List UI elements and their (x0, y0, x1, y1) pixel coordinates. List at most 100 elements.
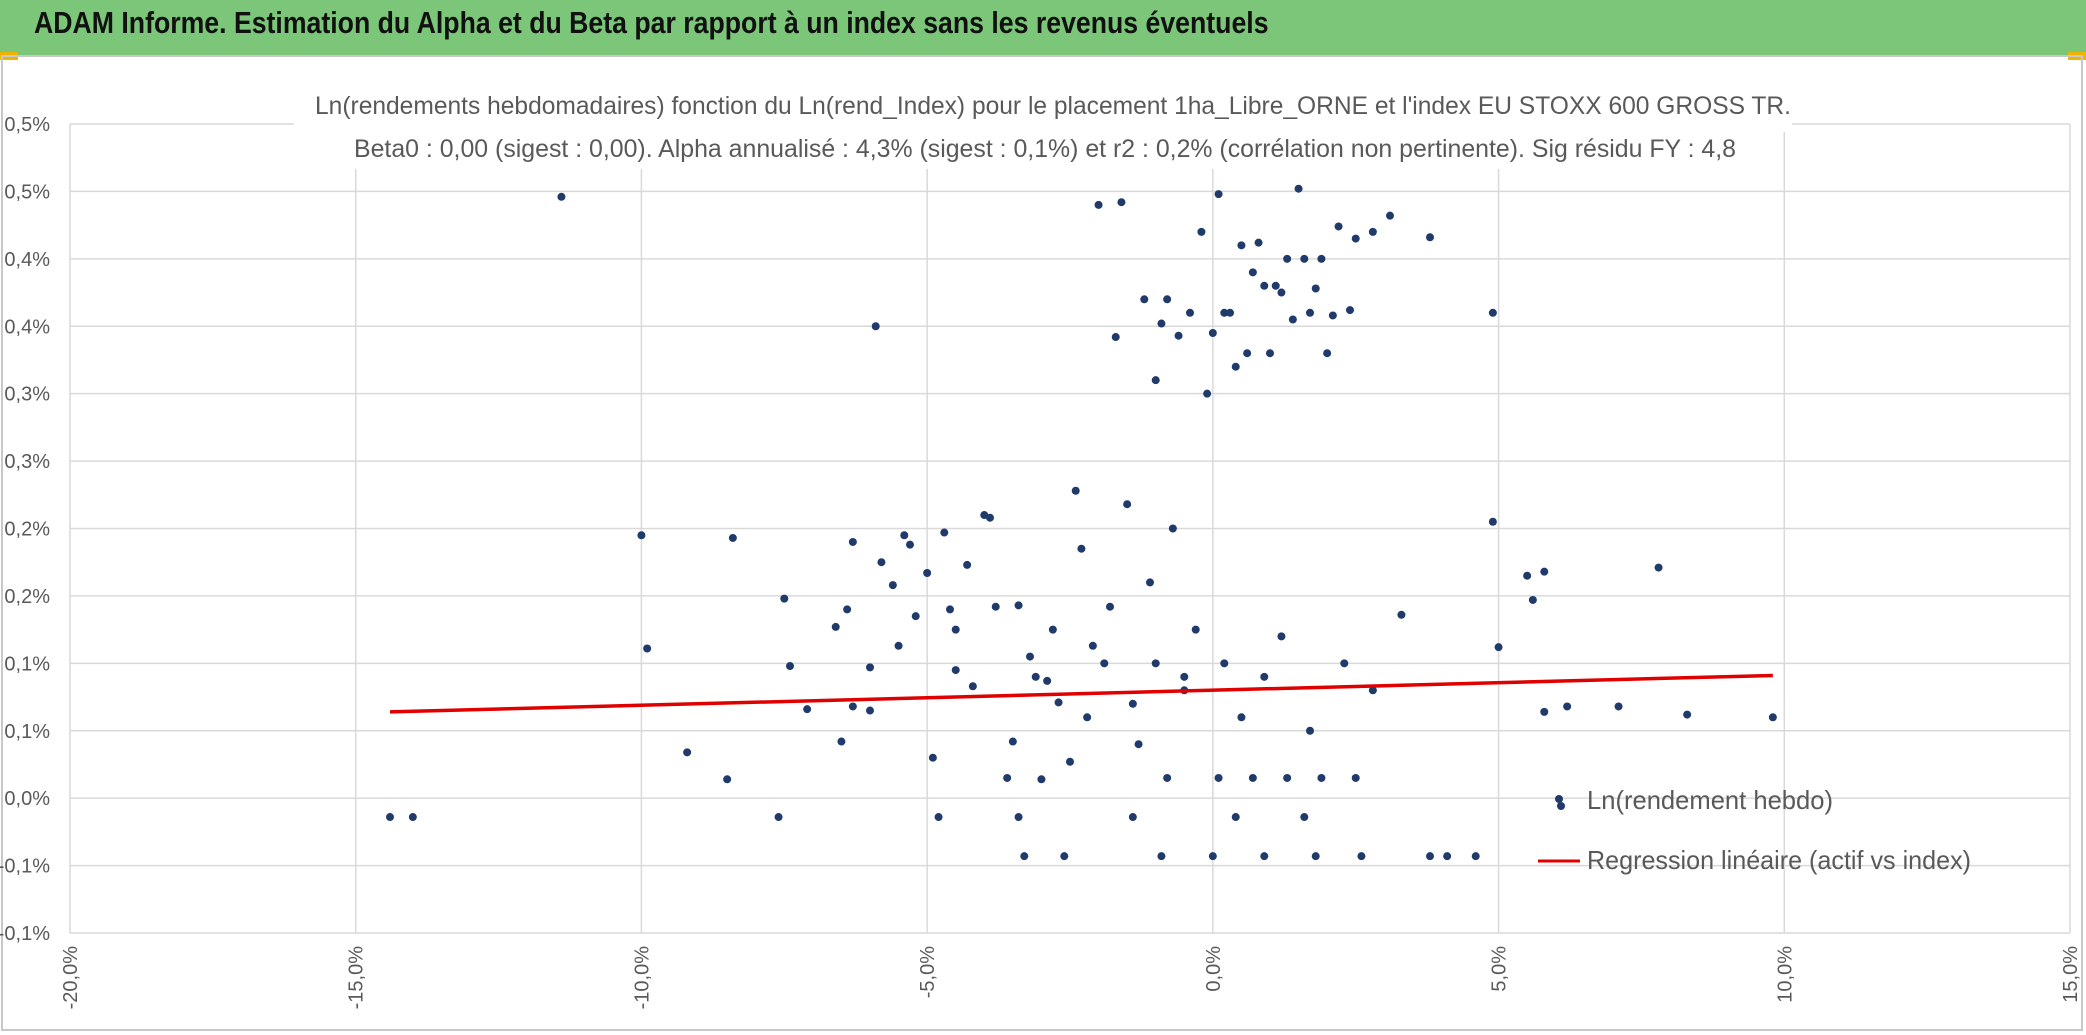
data-point (991, 602, 1000, 611)
y-tick-label: 0,1% (4, 653, 50, 675)
y-tick-label: -0,1% (0, 856, 50, 878)
data-point (1426, 852, 1434, 861)
data-point (1220, 659, 1229, 668)
data-point (877, 558, 886, 567)
data-point (843, 605, 852, 614)
x-tick-label: 5,0% (1489, 946, 1511, 992)
data-point (1488, 308, 1497, 317)
data-point (951, 666, 960, 675)
data-point (1563, 702, 1572, 711)
data-point (1037, 775, 1046, 784)
data-point (1368, 686, 1377, 695)
data-point (1248, 268, 1257, 277)
data-point (1106, 602, 1114, 611)
data-point (934, 813, 943, 822)
data-point (1351, 773, 1360, 782)
data-point (1351, 234, 1360, 243)
x-tick-label: -15,0% (346, 946, 368, 1010)
y-tick-label: 0,4% (4, 249, 50, 271)
data-point (1163, 295, 1172, 304)
report-title: ADAM Informe. Estimation du Alpha et du … (34, 5, 1269, 40)
legend-label-scatter: Ln(rendement hebdo) (1587, 785, 1833, 815)
data-point (1540, 567, 1549, 576)
data-point (1328, 311, 1337, 320)
data-point (1191, 625, 1200, 634)
data-point (1237, 241, 1246, 250)
data-point (557, 192, 566, 201)
chart-grid (69, 123, 2071, 934)
data-point (1683, 710, 1692, 719)
legend-label-line: Regression linéaire (actif vs index) (1587, 845, 1971, 875)
data-point (1094, 200, 1103, 209)
data-point (1254, 238, 1263, 247)
data-point (888, 581, 897, 590)
y-tick-label: 0,1% (4, 721, 50, 743)
data-point (1540, 707, 1549, 716)
data-point (894, 641, 903, 650)
data-point (1077, 544, 1086, 553)
data-point (1277, 288, 1286, 297)
data-point (1334, 222, 1343, 231)
data-point (1494, 643, 1503, 652)
data-point (900, 531, 909, 540)
x-tick-labels: -20,0% -15,0% -10,0% -5,0% 0,0% 5,0% 10,0% 15,0… (60, 946, 2082, 1010)
data-point (1157, 852, 1166, 861)
data-point (968, 682, 977, 691)
data-point (1048, 625, 1057, 634)
data-point (723, 775, 732, 784)
data-point (1768, 713, 1777, 722)
x-tick-label: -10,0% (631, 946, 653, 1010)
data-point (1357, 852, 1366, 861)
data-point (1471, 852, 1480, 861)
y-tick-label: 0,3% (4, 451, 50, 473)
x-tick-label: 0,0% (1203, 946, 1225, 992)
data-point (951, 625, 960, 634)
data-point (1654, 563, 1663, 572)
data-point (1386, 211, 1394, 220)
data-point (1294, 184, 1303, 193)
data-point (1003, 773, 1012, 782)
data-point (1083, 713, 1092, 722)
y-tick-label: -0,1% (0, 923, 50, 945)
data-point (1426, 233, 1434, 242)
data-point (1140, 295, 1149, 304)
data-point (1528, 595, 1537, 604)
data-point (1283, 254, 1292, 263)
data-point (848, 702, 857, 711)
y-tick-label: 0,0% (4, 788, 50, 810)
data-point (1043, 676, 1052, 685)
data-point (1100, 659, 1109, 668)
data-point (1443, 852, 1452, 861)
data-point (1523, 571, 1532, 580)
y-tick-labels: -0,1% -0,1% 0,0% 0,1% 0,1% 0,2% 0,2% 0,3% 0,3% 0,… (0, 114, 50, 945)
data-point (1123, 500, 1132, 509)
data-point (1346, 306, 1354, 315)
data-point (1163, 773, 1172, 782)
data-point (1306, 726, 1314, 735)
data-point (1208, 852, 1217, 861)
data-point (946, 605, 954, 614)
data-point (1226, 308, 1234, 317)
data-point (1214, 190, 1223, 199)
data-point (1283, 773, 1292, 782)
data-point (1128, 813, 1137, 822)
data-point (1243, 349, 1252, 358)
data-point (911, 612, 920, 621)
data-point (1237, 713, 1246, 722)
data-point (1231, 813, 1240, 822)
data-point (1317, 773, 1326, 782)
data-point (637, 531, 646, 540)
data-point (1146, 578, 1154, 587)
data-point (1157, 319, 1166, 328)
regression-line (389, 673, 1773, 714)
legend-marker-scatter (1557, 802, 1565, 810)
data-point (780, 594, 789, 603)
regression-line-group (389, 673, 1773, 714)
data-point (1311, 852, 1320, 861)
data-point (1300, 813, 1309, 822)
data-point (1054, 698, 1063, 707)
y-tick-label: 0,3% (4, 384, 50, 406)
data-point (1060, 852, 1069, 861)
data-point (1260, 672, 1269, 681)
